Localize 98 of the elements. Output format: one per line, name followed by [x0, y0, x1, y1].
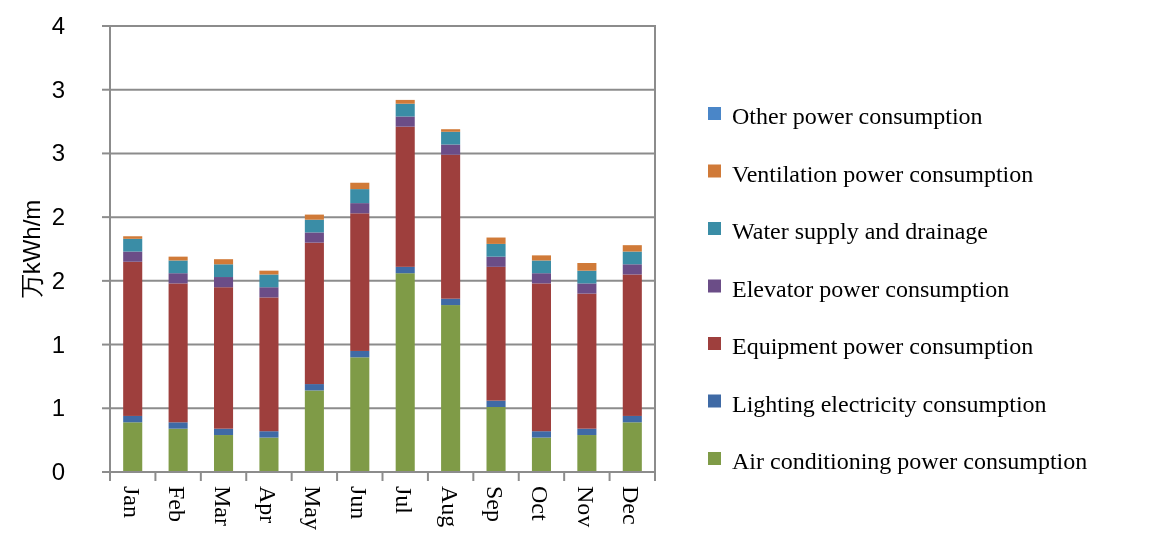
bar — [304, 214, 324, 220]
bar — [259, 287, 279, 298]
bar — [214, 264, 234, 278]
bar — [304, 384, 324, 391]
legend-label: Water supply and drainage — [732, 218, 988, 244]
y-tick-label: 1 — [51, 330, 65, 358]
bar — [259, 297, 279, 432]
bar — [486, 407, 506, 472]
bar — [350, 213, 370, 351]
bar — [441, 144, 461, 155]
x-tick-label: Jul — [391, 486, 418, 515]
bar — [123, 261, 143, 416]
bar — [577, 293, 597, 429]
bar — [168, 428, 188, 472]
legend-label: Other power consumption — [732, 103, 983, 129]
x-tick-label: Apr — [254, 486, 281, 524]
bar — [577, 283, 597, 294]
bar — [622, 245, 642, 252]
bar — [123, 422, 143, 472]
bar — [350, 357, 370, 472]
bar — [577, 435, 597, 472]
bar — [622, 422, 642, 472]
bar — [304, 232, 324, 243]
x-tick-label: Jun — [345, 486, 372, 520]
bar — [259, 431, 279, 438]
x-tick-label: Sep — [482, 486, 509, 522]
bar — [304, 390, 324, 472]
y-tick-label: 3 — [51, 75, 65, 103]
bar — [531, 273, 551, 284]
x-tick-label: May — [300, 486, 327, 530]
bar — [395, 266, 415, 274]
bar — [486, 400, 506, 408]
legend-label: Ventilation power consumption — [732, 160, 1034, 187]
bar — [395, 116, 415, 127]
bar — [214, 435, 234, 472]
bar — [304, 242, 324, 385]
bar — [395, 103, 415, 117]
bar — [531, 431, 551, 438]
y-tick-label: 3 — [51, 139, 65, 167]
y-axis-title: 万kWh/m — [18, 199, 45, 299]
bar — [622, 274, 642, 416]
x-tick-label: Feb — [164, 486, 191, 522]
x-tick-label: Oct — [527, 486, 554, 521]
legend-label: Elevator power consumption — [732, 275, 1010, 302]
bar — [214, 259, 234, 265]
bar — [123, 236, 143, 239]
bar — [168, 422, 188, 429]
bar — [350, 182, 370, 190]
y-tick-label: 1 — [51, 394, 65, 422]
bar — [441, 154, 461, 299]
bar — [577, 263, 597, 271]
x-tick-label: Mar — [209, 486, 236, 526]
bar — [259, 437, 279, 472]
bar — [395, 99, 415, 104]
x-tick-label: Aug — [436, 486, 463, 528]
bar — [168, 273, 188, 284]
bar — [622, 415, 642, 423]
y-tick-label: 4 — [51, 12, 65, 39]
bar — [531, 283, 551, 432]
legend-label: Air conditioning power consumption — [732, 448, 1088, 474]
y-tick-label: 0 — [51, 458, 65, 485]
bar — [304, 219, 324, 233]
y-tick-label: 2 — [51, 203, 65, 231]
bar — [441, 129, 461, 132]
bar — [214, 277, 234, 288]
bar — [350, 189, 370, 204]
bar — [395, 126, 415, 267]
bar — [350, 350, 370, 358]
legend-label: Lighting electricity consumption — [732, 390, 1047, 417]
bar — [531, 437, 551, 472]
bar — [168, 283, 188, 423]
y-tick-label: 2 — [51, 266, 65, 294]
bar — [214, 287, 234, 429]
bar — [486, 243, 506, 257]
x-tick-label: Nov — [572, 486, 599, 528]
bar — [531, 255, 551, 261]
bar — [486, 266, 506, 401]
bar — [441, 298, 461, 306]
bar — [259, 274, 279, 288]
x-tick-label: Dec — [618, 486, 645, 525]
bar — [214, 428, 234, 436]
bar — [531, 260, 551, 274]
legend-label: Equipment power consumption — [732, 333, 1034, 359]
bar — [123, 238, 143, 252]
bar — [486, 237, 506, 244]
bar — [622, 251, 642, 265]
bar — [350, 203, 370, 214]
bar — [123, 251, 143, 262]
bar — [577, 428, 597, 436]
bar — [168, 260, 188, 274]
bar — [441, 305, 461, 472]
bar — [486, 256, 506, 267]
bar — [395, 273, 415, 472]
x-tick-label: Jan — [118, 486, 145, 518]
bar — [577, 270, 597, 284]
bar — [123, 415, 143, 423]
bar — [441, 131, 461, 145]
bar — [622, 264, 642, 275]
